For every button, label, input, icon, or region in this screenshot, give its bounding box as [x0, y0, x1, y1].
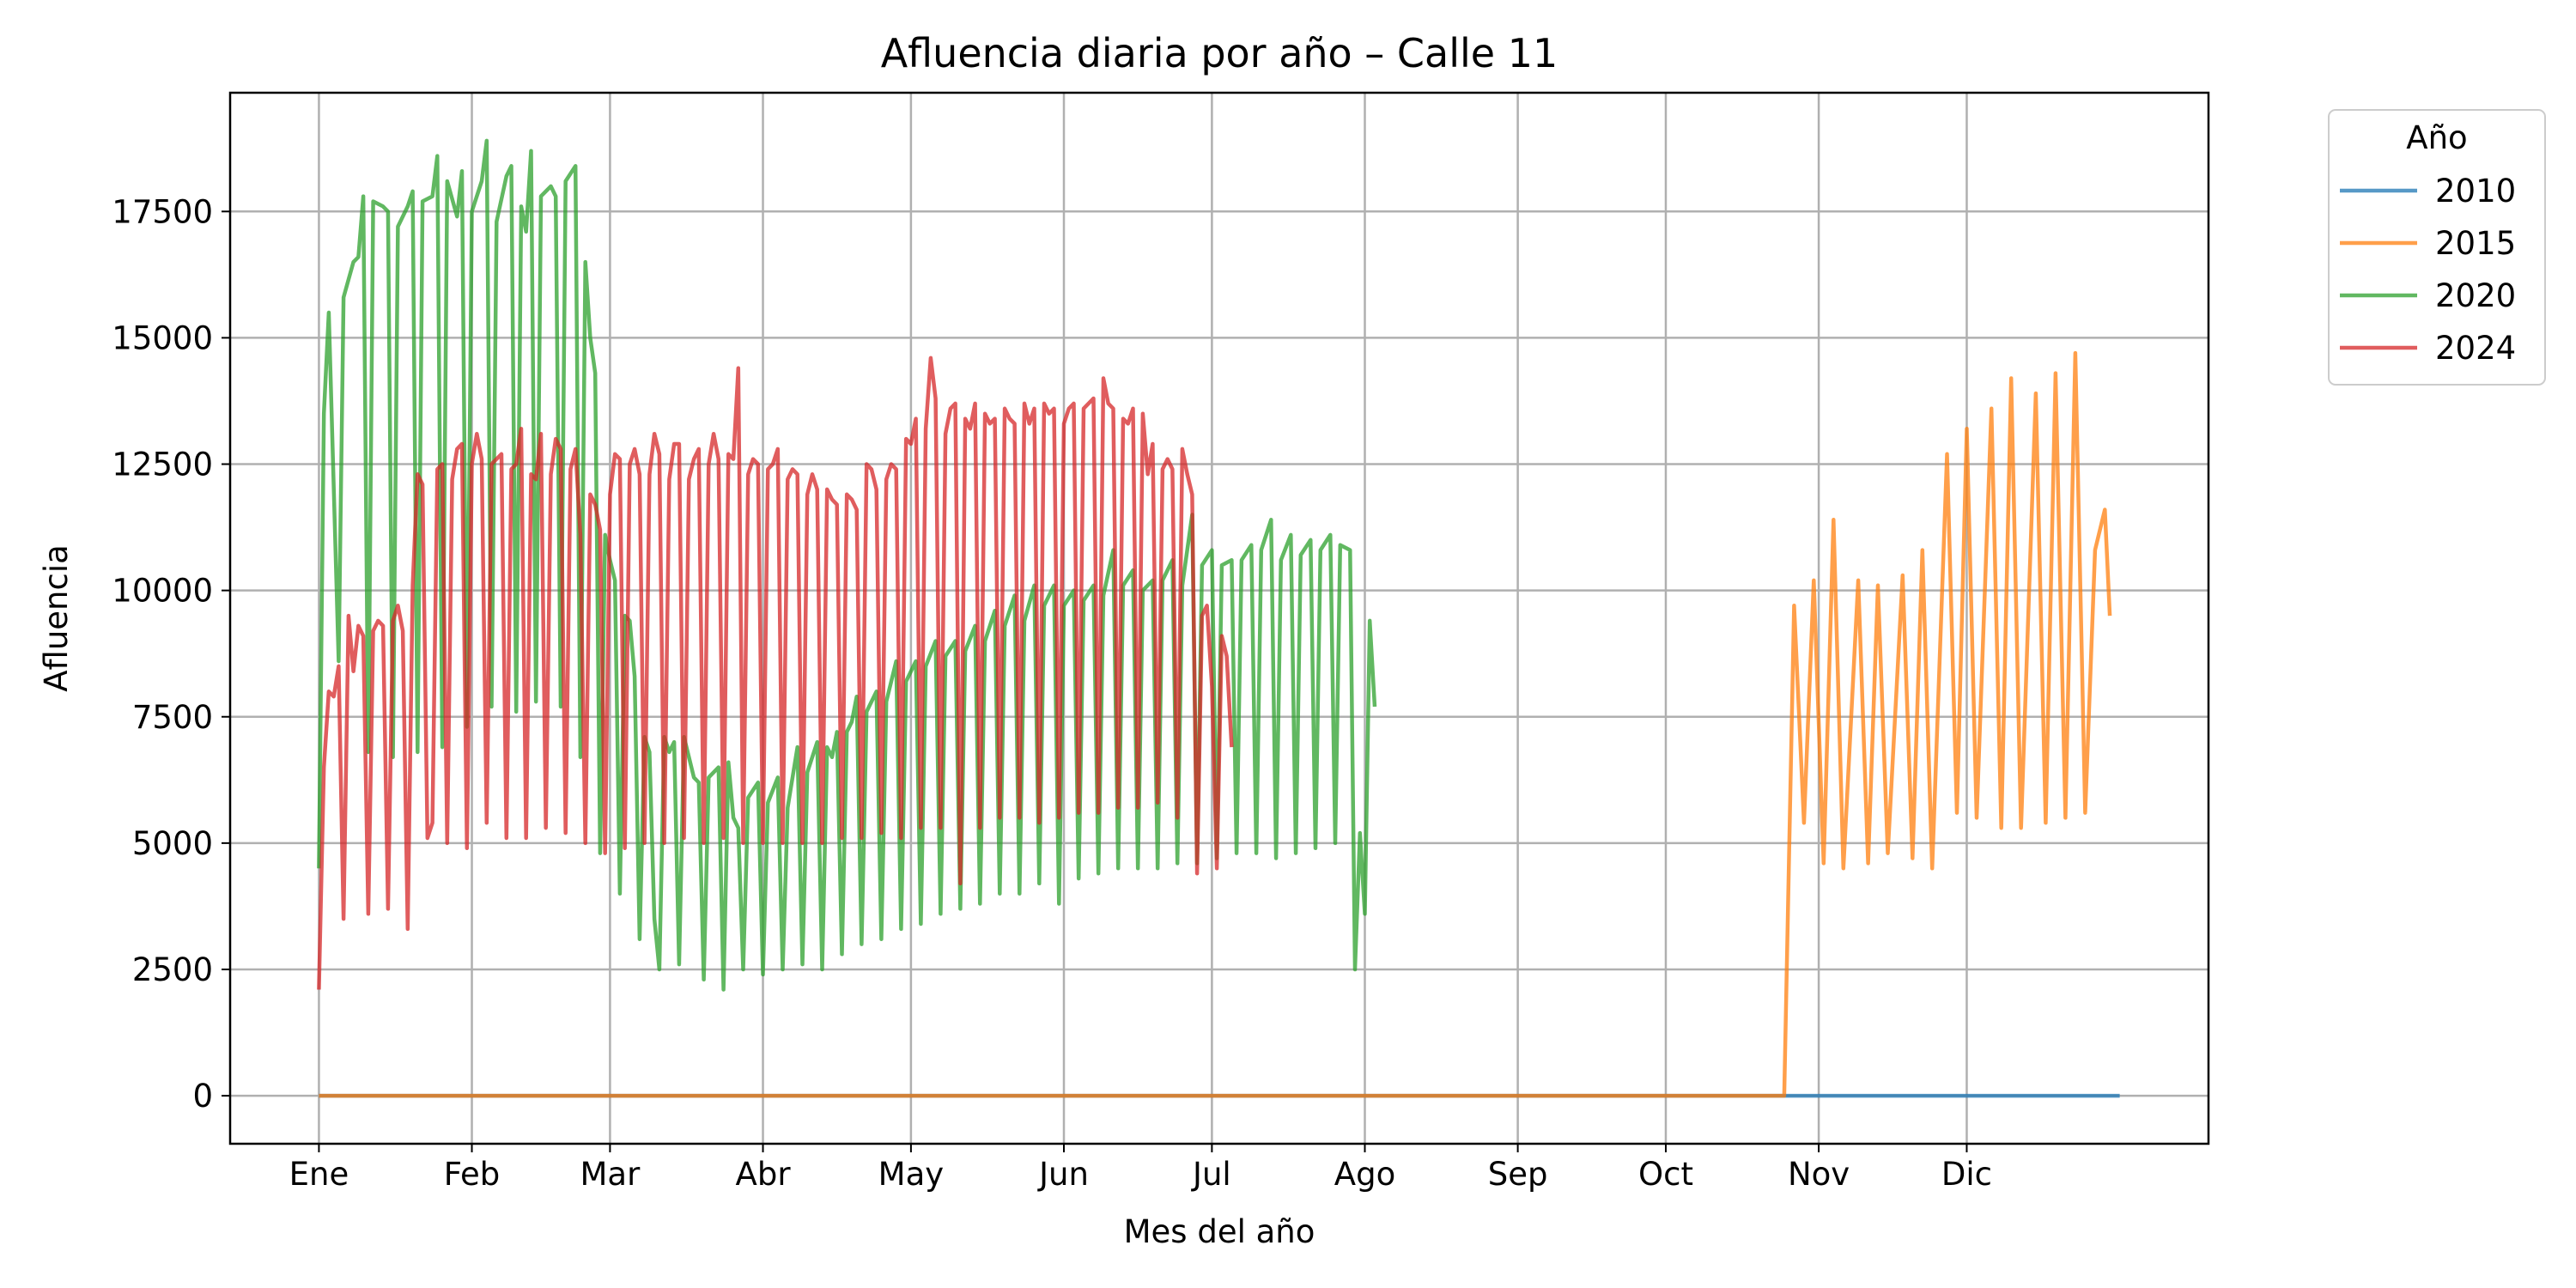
- legend-label-2010: 2010: [2435, 173, 2516, 210]
- series-line-2024: [317, 355, 1234, 990]
- y-tick-label: 0: [192, 1078, 213, 1115]
- x-tick-label: Dic: [1941, 1156, 1992, 1193]
- x-tick-label: Ene: [289, 1156, 349, 1193]
- x-axis-label: Mes del año: [1124, 1213, 1315, 1250]
- legend: Año 2010 2015 2020 2024: [2328, 109, 2546, 386]
- x-tick-label: Nov: [1788, 1156, 1850, 1193]
- y-tick-label: 15000: [112, 319, 213, 356]
- legend-label-2015: 2015: [2435, 225, 2516, 262]
- series-line-2015: [319, 350, 2112, 1098]
- x-axis: Ene Feb Mar Abr May Jun Jul Ago Sep Oct Nov Dic: [289, 1144, 1992, 1193]
- y-tick-label: 10000: [112, 573, 213, 610]
- chart-title: Afluencia diaria por año – Calle 11: [881, 30, 1558, 76]
- legend-box: [2328, 109, 2546, 386]
- x-tick-label: Ago: [1334, 1156, 1395, 1193]
- legend-label-2020: 2020: [2435, 277, 2516, 314]
- y-tick-label: 17500: [112, 193, 213, 230]
- x-tick-label: Jul: [1191, 1156, 1231, 1193]
- x-tick-label: Abr: [736, 1156, 792, 1193]
- y-tick-label: 7500: [132, 699, 213, 736]
- series-lines: [317, 138, 2120, 1098]
- y-tick-label: 5000: [132, 825, 213, 862]
- grid: [230, 93, 2208, 1144]
- x-tick-label: Sep: [1488, 1156, 1548, 1193]
- x-tick-label: May: [878, 1156, 945, 1193]
- x-tick-label: Oct: [1638, 1156, 1693, 1193]
- y-axis: 0 2500 5000 7500 10000 12500 15000 17500: [112, 193, 230, 1115]
- x-tick-label: Mar: [580, 1156, 641, 1193]
- y-tick-label: 2500: [132, 951, 213, 988]
- legend-label-2024: 2024: [2435, 330, 2516, 367]
- x-tick-label: Jun: [1037, 1156, 1089, 1193]
- y-tick-label: 12500: [112, 447, 213, 483]
- plot-frame: [228, 91, 2210, 1145]
- y-axis-label: Afluencia: [38, 544, 75, 692]
- x-tick-label: Feb: [444, 1156, 501, 1193]
- legend-title: Año: [2406, 119, 2467, 156]
